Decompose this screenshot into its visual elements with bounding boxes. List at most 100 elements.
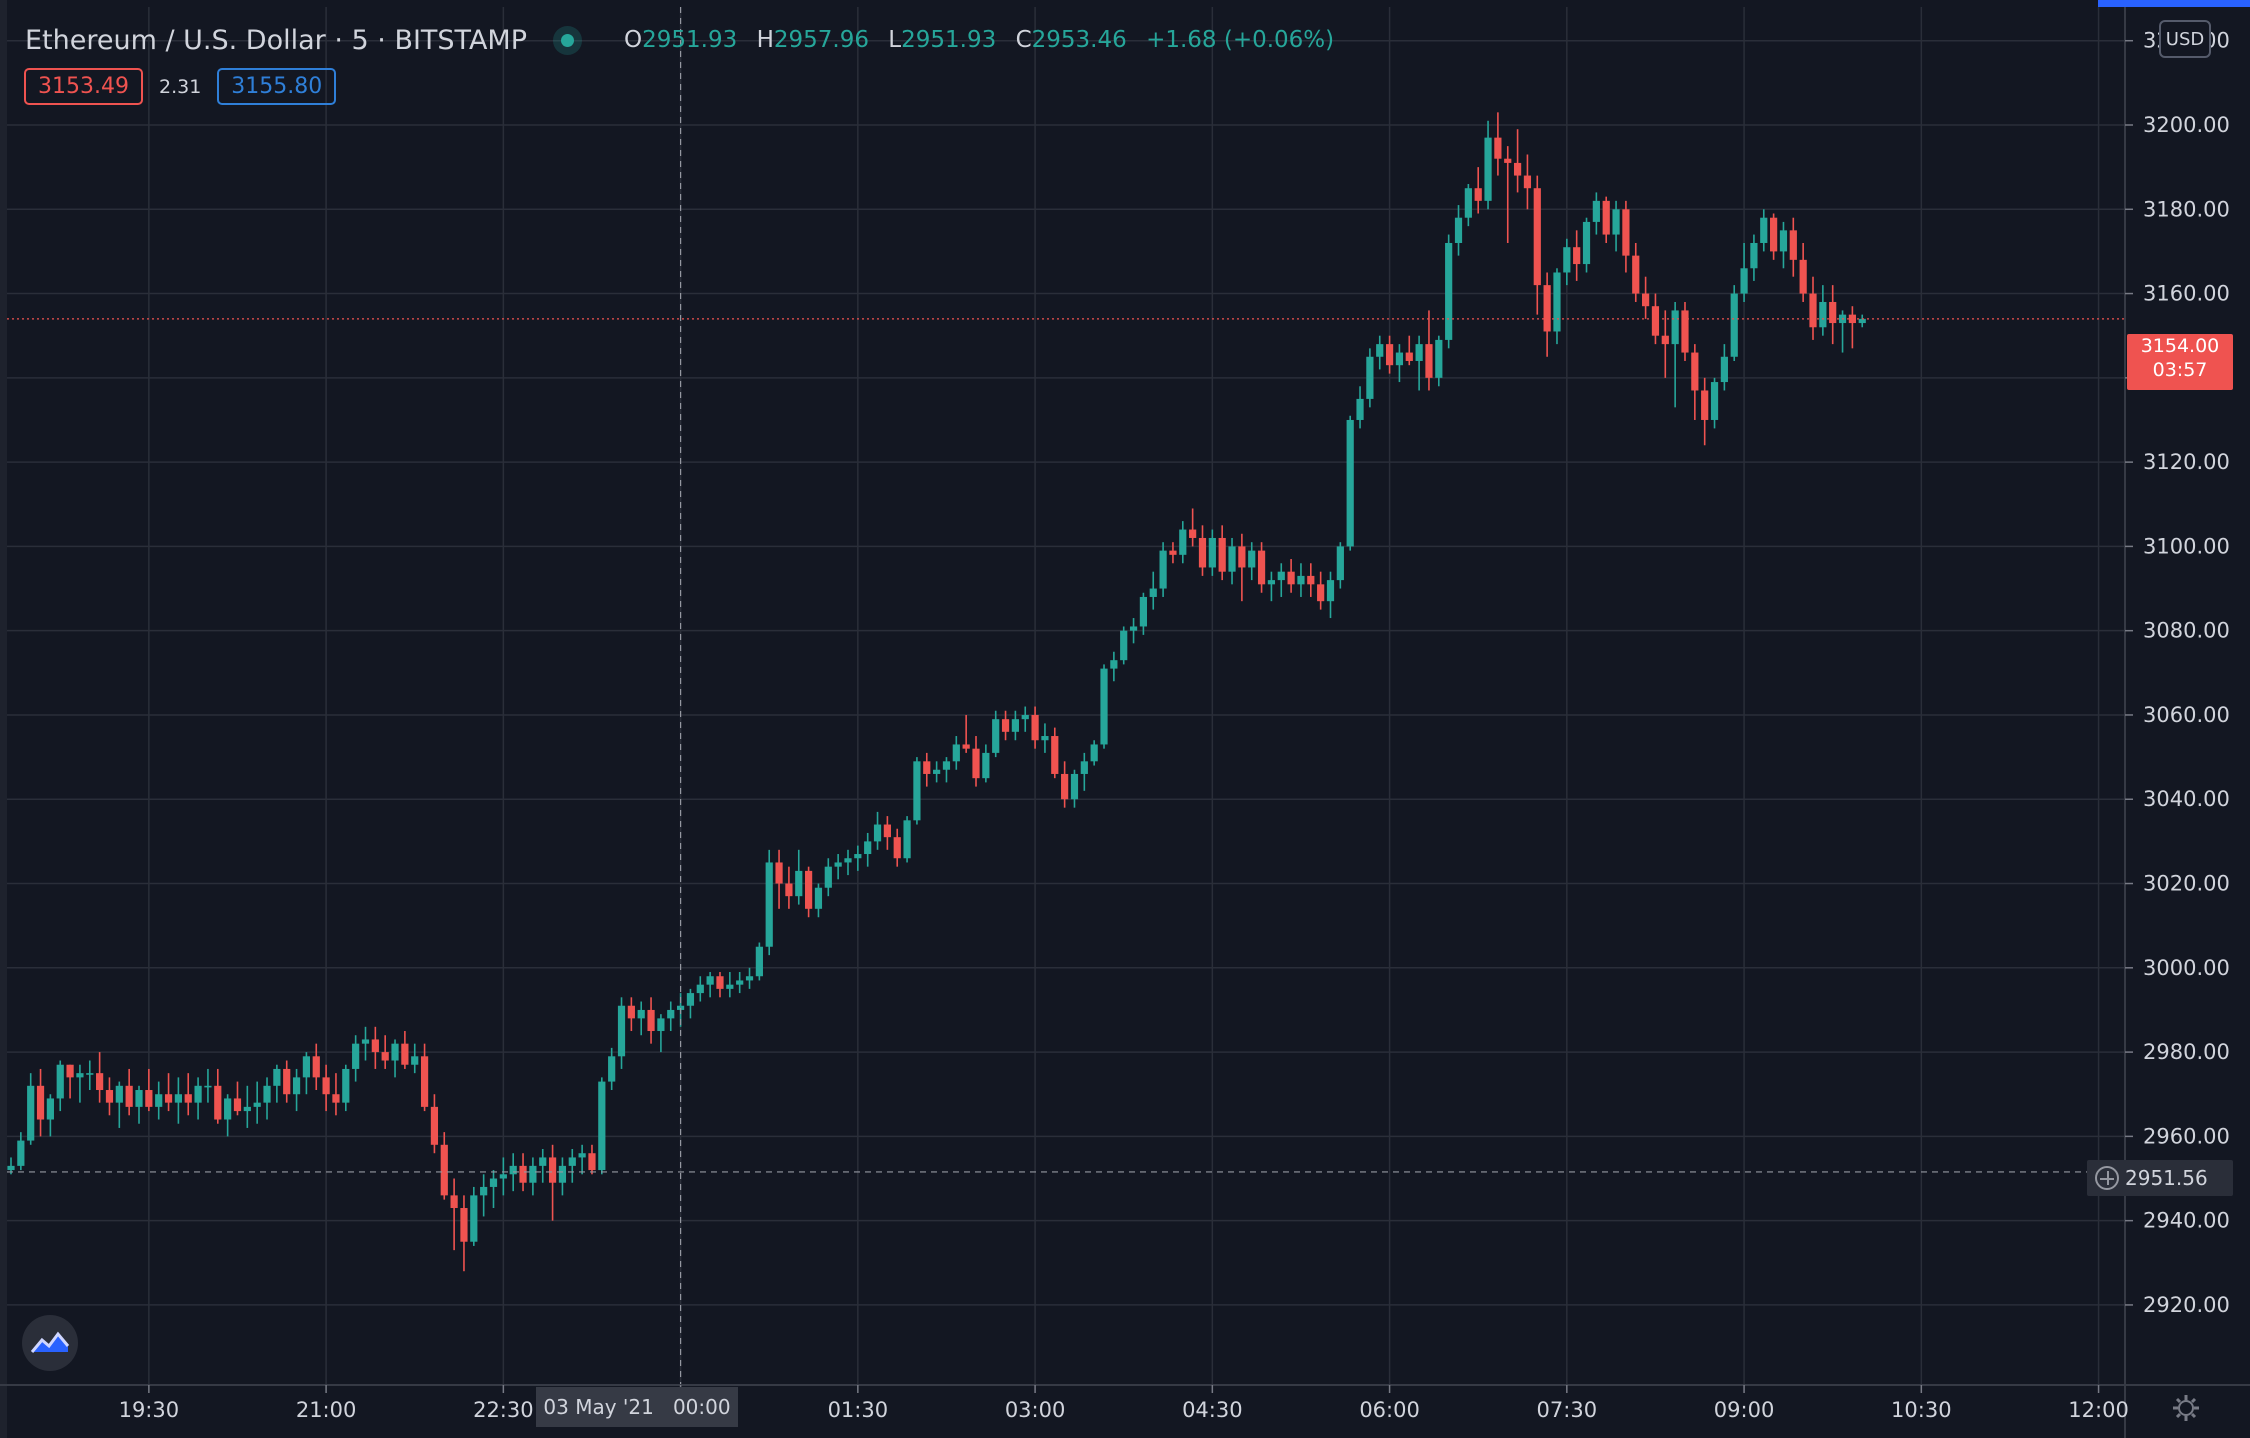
open-label: O xyxy=(624,27,643,53)
candle-body xyxy=(1454,217,1463,243)
candle-body xyxy=(1799,259,1807,294)
y-tick-label: 3180.00 xyxy=(2143,197,2230,221)
sell-price-button[interactable]: 3153.49 xyxy=(24,68,143,105)
candle-body xyxy=(824,866,832,888)
candle-body xyxy=(76,1073,84,1078)
candle-body xyxy=(1543,285,1551,332)
crosshair-price-value: 2951.56 xyxy=(2125,1166,2208,1190)
candle-body xyxy=(982,752,990,779)
candle-body xyxy=(933,769,941,774)
candle-body xyxy=(676,1005,685,1010)
candle-body xyxy=(785,883,793,897)
x-tick-label: 03:00 xyxy=(1005,1398,1066,1422)
candle-body xyxy=(1770,217,1778,252)
current-price-value: 3154.00 xyxy=(2140,335,2220,357)
candle-body xyxy=(1120,630,1128,661)
candle-body xyxy=(1710,382,1719,420)
candle-body xyxy=(56,1064,64,1099)
tradingview-logo-icon[interactable] xyxy=(22,1315,78,1371)
y-tick-label: 3020.00 xyxy=(2143,872,2230,896)
candle-body xyxy=(66,1064,74,1078)
x-tick-label: 19:30 xyxy=(119,1398,180,1422)
candle-body xyxy=(401,1043,409,1065)
candle-body xyxy=(1376,344,1384,357)
candle-body xyxy=(1198,537,1207,568)
candle-body xyxy=(1533,188,1541,286)
left-edge xyxy=(0,0,7,1438)
candle-body xyxy=(1218,537,1226,572)
crosshair-price-label[interactable]: 2951.56 xyxy=(2087,1160,2233,1196)
candle-body xyxy=(548,1157,557,1183)
crosshair-date-label: 03 May '21 00:00 xyxy=(536,1387,738,1427)
low-label: L xyxy=(888,27,902,53)
candle-body xyxy=(17,1140,25,1166)
candle-body xyxy=(883,824,891,838)
x-tick-label: 09:00 xyxy=(1714,1398,1775,1422)
plus-circle-icon[interactable] xyxy=(2095,1166,2119,1190)
candle-body xyxy=(1484,137,1492,201)
candle-body xyxy=(115,1085,123,1103)
candle-body xyxy=(470,1195,478,1242)
candle-body xyxy=(1720,356,1728,383)
candle-body xyxy=(1819,301,1827,328)
candle-body xyxy=(1287,571,1295,585)
candle-body xyxy=(942,761,951,770)
candle-body xyxy=(1464,188,1472,218)
candle-body xyxy=(1740,268,1748,294)
candle-body xyxy=(1602,200,1610,235)
y-tick-label: 3100.00 xyxy=(2143,534,2230,558)
candle-body xyxy=(1553,272,1561,332)
gear-icon[interactable] xyxy=(2171,1393,2201,1423)
high-label: H xyxy=(756,27,774,53)
candle-body xyxy=(352,1043,360,1069)
candle-body xyxy=(27,1085,35,1141)
candle-body xyxy=(155,1094,163,1107)
candle-body xyxy=(36,1085,45,1120)
candle-body xyxy=(1671,310,1679,345)
symbol-legend[interactable]: Ethereum / U.S. Dollar · 5 · BITSTAMP O2… xyxy=(25,20,1334,60)
candle-body xyxy=(539,1157,547,1166)
candle-body xyxy=(617,1005,626,1057)
candle-body xyxy=(1858,318,1866,324)
candle-body xyxy=(1445,242,1453,340)
ohlc-values: O2951.93 H2957.96 L2951.93 C2953.46 +1.6… xyxy=(612,27,1334,53)
candle-body xyxy=(361,1039,370,1044)
close-value: 2953.46 xyxy=(1031,27,1127,53)
currency-button[interactable]: USD xyxy=(2159,20,2211,58)
candle-body xyxy=(1011,719,1019,732)
candle-body xyxy=(1681,310,1689,353)
candle-body xyxy=(1080,761,1088,774)
candle-body xyxy=(105,1090,114,1103)
candle-body xyxy=(814,887,823,909)
x-tick-label: 21:00 xyxy=(296,1398,357,1422)
candle-body xyxy=(1425,344,1433,378)
candle-body xyxy=(371,1039,379,1053)
candle-body xyxy=(1238,546,1246,568)
candle-body xyxy=(706,976,714,985)
buy-price-button[interactable]: 3155.80 xyxy=(217,68,337,105)
candle-body xyxy=(1809,293,1817,328)
candle-body xyxy=(1129,626,1138,631)
candle-body xyxy=(184,1094,192,1103)
candle-body xyxy=(292,1077,301,1095)
symbol-title[interactable]: Ethereum / U.S. Dollar · 5 · BITSTAMP xyxy=(25,24,528,56)
candle-body xyxy=(1642,293,1650,307)
candle-body xyxy=(1563,247,1571,273)
candle-body xyxy=(1307,575,1315,585)
candle-body xyxy=(864,841,872,855)
candle-body xyxy=(312,1056,320,1078)
candle-body xyxy=(342,1068,350,1103)
crosshair-date-value: 03 May '21 00:00 xyxy=(543,1395,731,1419)
candle-body xyxy=(1326,580,1335,602)
candle-body xyxy=(243,1106,251,1112)
candle-body xyxy=(1582,221,1591,265)
candle-body xyxy=(1189,529,1197,538)
candle-body xyxy=(903,820,911,859)
candle-body xyxy=(1829,301,1837,324)
candle-body xyxy=(1317,584,1325,602)
candle-body xyxy=(164,1094,173,1103)
candle-body xyxy=(972,748,980,779)
candlestick-series xyxy=(7,112,1866,1272)
candle-body xyxy=(391,1043,399,1061)
